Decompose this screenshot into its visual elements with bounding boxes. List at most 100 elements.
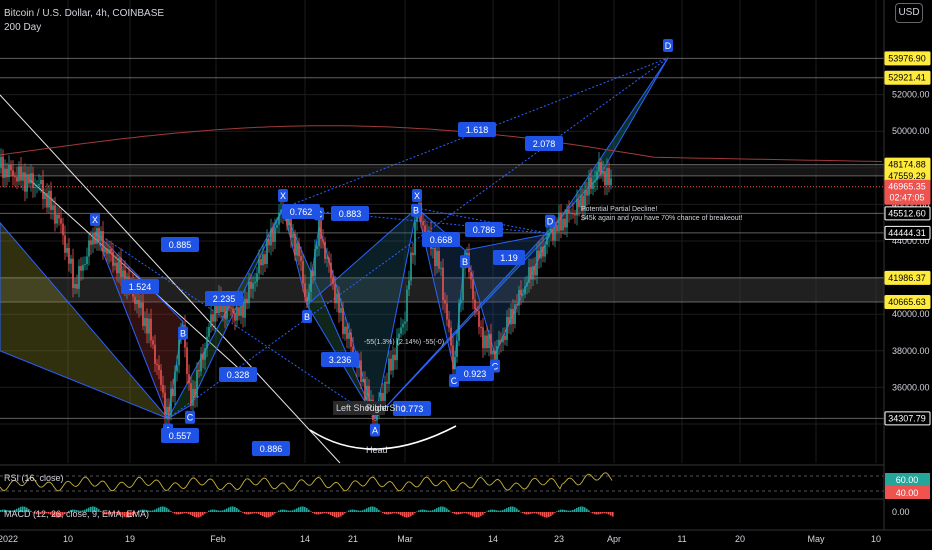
price-tag <box>884 70 931 85</box>
candle-body <box>188 374 190 384</box>
price-tag <box>884 411 931 426</box>
candle-body <box>330 262 332 278</box>
ratio-label <box>393 401 431 416</box>
price-tag <box>884 270 931 285</box>
macd-histogram-bar <box>360 510 362 512</box>
macd-histogram-bar <box>356 510 358 512</box>
macd-histogram-bar <box>42 512 44 514</box>
candle-body <box>400 327 402 334</box>
candle-body <box>134 296 136 305</box>
currency-button[interactable]: USD <box>895 3 923 23</box>
candle-body <box>584 190 586 212</box>
candle-body <box>336 293 338 304</box>
pattern-point-text: X <box>414 191 420 201</box>
macd-histogram-bar <box>278 510 280 512</box>
pattern-point-D <box>545 214 555 228</box>
candle-body <box>314 249 316 277</box>
macd-histogram-bar <box>162 506 164 512</box>
candle-body <box>82 264 84 271</box>
candle-body <box>142 302 144 327</box>
macd-histogram-bar <box>306 508 308 512</box>
macd-histogram-bar <box>272 512 274 516</box>
ratio-label <box>456 366 494 381</box>
time-tick-label: 23 <box>554 534 564 544</box>
candle-body <box>140 302 142 308</box>
macd-histogram-bar <box>28 509 30 512</box>
candle-body <box>266 239 268 264</box>
macd-histogram-bar <box>528 512 530 515</box>
candle-body <box>40 180 42 184</box>
macd-histogram-bar <box>578 507 580 512</box>
macd-histogram-bar <box>250 512 252 515</box>
pattern-point-text: D <box>665 41 672 51</box>
time-tick-label: 20 <box>735 534 745 544</box>
pattern-dotted-line <box>416 207 551 235</box>
candle-body <box>28 174 30 184</box>
candle-body <box>470 272 472 280</box>
candle-body <box>308 291 310 302</box>
macd-histogram-bar <box>558 510 560 512</box>
macd-histogram-bar <box>102 512 104 513</box>
candle-body <box>392 354 394 371</box>
macd-histogram-bar <box>98 509 100 512</box>
macd-histogram-bar <box>328 512 330 515</box>
macd-histogram-bar <box>340 512 342 517</box>
candle-body <box>384 381 386 401</box>
candle-body <box>610 178 612 186</box>
macd-histogram-bar <box>602 512 604 514</box>
macd-histogram-bar <box>394 512 396 514</box>
macd-histogram-bar <box>220 510 222 512</box>
head-label: Head <box>366 445 388 455</box>
macd-histogram-bar <box>590 512 592 513</box>
macd-histogram-bar <box>522 512 524 514</box>
ratio-label-text: 0.883 <box>339 209 362 219</box>
candle-body <box>154 344 156 364</box>
candle-body <box>346 326 348 339</box>
pattern-dotted-line <box>167 57 669 419</box>
macd-histogram-bar <box>172 512 174 513</box>
candle-body <box>500 339 502 343</box>
time-tick-label: 14 <box>488 534 498 544</box>
indicator-label[interactable]: 200 Day <box>4 22 42 33</box>
candle-body <box>230 307 232 309</box>
pattern-4-large <box>374 57 669 419</box>
candle-body <box>272 228 274 242</box>
candle-body <box>136 300 138 305</box>
symbol-title[interactable]: Bitcoin / U.S. Dollar, 4h, COINBASE <box>4 8 165 19</box>
candle-body <box>150 318 152 341</box>
candle-body <box>334 284 336 304</box>
macd-histogram-bar <box>374 507 376 512</box>
macd-histogram-bar <box>58 512 60 518</box>
candle-body <box>366 385 368 401</box>
time-tick-label: 10 <box>63 534 73 544</box>
macd-histogram-bar <box>502 510 504 512</box>
candle-body <box>264 254 266 265</box>
macd-histogram-bar <box>584 507 586 512</box>
candle-body <box>288 214 290 226</box>
candle-body <box>242 301 244 318</box>
candle-body <box>438 251 440 269</box>
macd-histogram-bar <box>242 512 244 513</box>
macd-histogram-bar <box>546 512 548 518</box>
chart-header: Bitcoin / U.S. Dollar, 4h, COINBASE 200 … <box>4 7 164 35</box>
macd-histogram-bar <box>532 512 534 514</box>
candle-body <box>558 212 560 232</box>
candle-body <box>546 237 548 245</box>
candle-body <box>404 321 406 324</box>
candle-body <box>416 213 418 222</box>
pattern-point-text: X <box>92 215 98 225</box>
macd-histogram-bar <box>100 510 102 512</box>
macd-histogram-bar <box>176 512 178 515</box>
macd-histogram-bar <box>530 512 532 514</box>
candle-body <box>238 307 240 316</box>
macd-histogram-bar <box>568 510 570 512</box>
macd-histogram-bar <box>418 510 420 512</box>
macd-histogram-bar <box>432 510 434 512</box>
macd-histogram-bar <box>600 512 602 514</box>
macd-histogram-bar <box>194 512 196 517</box>
pattern-point-text: B <box>462 257 468 267</box>
macd-histogram-bar <box>206 512 208 513</box>
macd-histogram-bar <box>232 506 234 512</box>
ratio-label-text: 0.886 <box>260 444 283 454</box>
